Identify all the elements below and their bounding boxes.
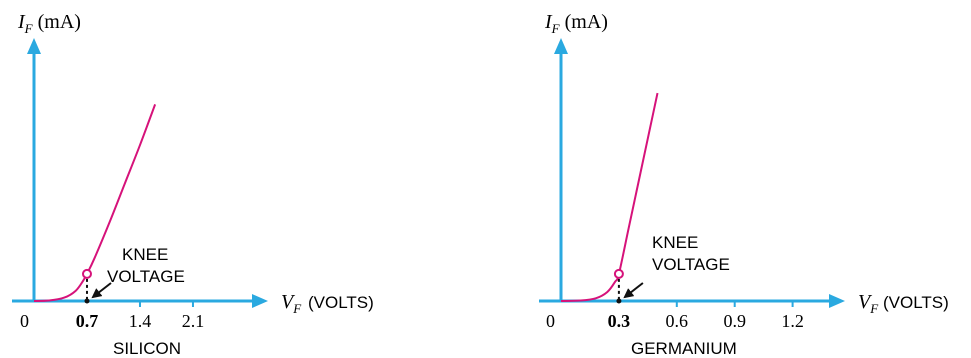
knee-axis-dot bbox=[616, 298, 622, 304]
x-tick-label-0.9: 0.9 bbox=[723, 311, 746, 331]
knee-arrow bbox=[623, 282, 644, 299]
x-tick-label-1.2: 1.2 bbox=[781, 311, 804, 331]
x-ticks: 0.7 1.4 2.1 bbox=[76, 301, 204, 331]
x-axis-arrowhead bbox=[252, 294, 268, 308]
x-axis-arrowhead bbox=[829, 294, 845, 308]
origin-label: 0 bbox=[546, 311, 555, 331]
x-ticks: 0.3 0.6 0.9 1.2 bbox=[608, 301, 804, 331]
origin-label: 0 bbox=[20, 311, 29, 331]
knee-label-line-1: KNEE bbox=[122, 245, 168, 264]
chart-caption: SILICON bbox=[113, 339, 181, 358]
knee-label-line-1: KNEE bbox=[652, 233, 698, 252]
knee-label: KNEE VOLTAGE bbox=[107, 245, 185, 286]
x-tick-label-0.6: 0.6 bbox=[666, 311, 689, 331]
knee-axis-dot bbox=[84, 298, 90, 304]
y-axis-arrowhead bbox=[27, 38, 41, 54]
knee-arrow bbox=[91, 282, 112, 299]
chart-caption: GERMANIUM bbox=[631, 339, 737, 358]
x-axis-label-symbol: VF bbox=[281, 291, 302, 316]
x-axis-label-unit: (VOLTS) bbox=[883, 293, 949, 312]
x-axis-label-symbol: VF bbox=[858, 291, 879, 316]
x-tick-label-0.3: 0.3 bbox=[608, 311, 631, 331]
y-axis-label: IF (mA) bbox=[544, 11, 608, 36]
forward-characteristic-curve bbox=[560, 92, 659, 302]
x-tick-label-2.1: 2.1 bbox=[182, 311, 205, 331]
germanium-chart: IF (mA) VF (VOLTS) 0 0.3 0.6 0.9 1.2 KNEE VO… bbox=[539, 11, 949, 358]
knee-point-marker bbox=[613, 268, 624, 279]
x-tick-label-1.4: 1.4 bbox=[129, 311, 152, 331]
knee-point-marker bbox=[81, 268, 92, 279]
knee-label-line-2: VOLTAGE bbox=[107, 267, 185, 286]
y-axis-label: IF (mA) bbox=[17, 11, 81, 36]
x-tick-label-0.7: 0.7 bbox=[76, 311, 99, 331]
x-axis-label-unit: (VOLTS) bbox=[308, 293, 374, 312]
knee-label: KNEE VOLTAGE bbox=[652, 233, 730, 274]
silicon-chart: IF (mA) VF (VOLTS) 0 0.7 1.4 2.1 KNEE VOLTA… bbox=[12, 11, 374, 358]
y-axis-arrowhead bbox=[554, 38, 568, 54]
knee-label-line-2: VOLTAGE bbox=[652, 255, 730, 274]
